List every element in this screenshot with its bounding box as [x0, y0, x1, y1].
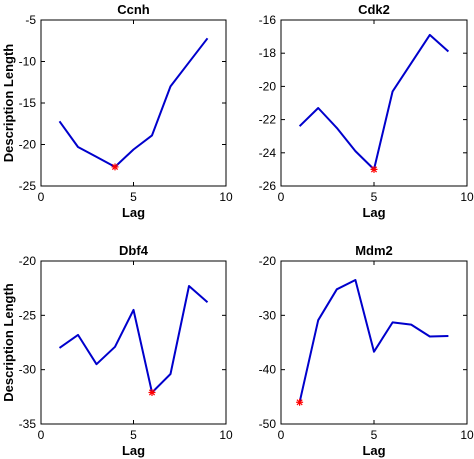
- chart-panel-2: 0 5 10 -35 -30 -25 -20 Dbf4 Lag Description Lengt…: [1, 243, 233, 458]
- x-axis-label: Lag: [362, 205, 385, 220]
- y-tick-label: -25: [19, 308, 37, 322]
- y-tick-label: -18: [259, 46, 277, 60]
- chart-panel-3: 0 5 10 -50 -40 -30 -20 Mdm2 Lag: [259, 243, 474, 458]
- y-tick-label: -15: [19, 96, 37, 110]
- minimum-marker: [370, 165, 378, 173]
- panel-title: Mdm2: [355, 243, 393, 258]
- x-tick-label: 5: [371, 428, 378, 442]
- plot-frame: [40, 260, 227, 425]
- chart-panel-1: 0 5 10 -26 -24 -22 -20 -18 -16 Cdk2 Lag: [259, 2, 474, 220]
- x-tick-label: 0: [38, 428, 45, 442]
- minimum-marker: [111, 163, 119, 171]
- y-tick-label: -20: [19, 138, 37, 152]
- x-tick-label: 5: [130, 190, 137, 204]
- x-tick-label: 5: [130, 428, 137, 442]
- x-tick-label: 5: [371, 190, 378, 204]
- y-tick-label: -30: [259, 308, 277, 322]
- x-tick-label: 0: [38, 190, 45, 204]
- panel-title: Cdk2: [358, 2, 390, 17]
- y-tick-label: -25: [19, 179, 37, 193]
- marker-stroke: [370, 166, 378, 173]
- marker-stroke: [148, 389, 156, 396]
- minimum-marker: [148, 388, 156, 396]
- chart-panel-0: 0 5 10 -25 -20 -15 -10 -5 Ccnh Lag Description Len…: [1, 2, 233, 220]
- y-tick-label: -20: [259, 254, 277, 268]
- y-tick-label: -16: [259, 13, 277, 27]
- x-tick-label: 10: [219, 428, 233, 442]
- y-tick-label: -30: [19, 363, 37, 377]
- marker-stroke: [111, 163, 119, 170]
- x-axis-label: Lag: [362, 443, 385, 458]
- plot-frame: [40, 19, 227, 187]
- y-axis-label: Description Length: [1, 283, 16, 402]
- x-tick-label: 10: [219, 190, 233, 204]
- x-tick-label: 0: [278, 190, 285, 204]
- x-tick-label: 10: [460, 190, 474, 204]
- x-axis-label: Lag: [122, 443, 145, 458]
- y-tick-label: -50: [259, 417, 277, 431]
- panel-title: Dbf4: [119, 243, 149, 258]
- x-tick-label: 0: [278, 428, 285, 442]
- series-line-0: [298, 279, 449, 403]
- plot-frame: [280, 19, 468, 187]
- y-axis-label: Description Length: [1, 44, 16, 163]
- series-line-0: [58, 285, 209, 394]
- y-tick-label: -24: [259, 146, 277, 160]
- y-tick-label: -5: [25, 13, 36, 27]
- y-tick-label: -40: [259, 363, 277, 377]
- marker-stroke: [296, 399, 303, 406]
- y-tick-label: -35: [19, 417, 37, 431]
- y-tick-label: -22: [259, 113, 277, 127]
- y-tick-label: -10: [19, 55, 37, 69]
- plot-frame: [280, 260, 468, 425]
- y-tick-label: -26: [259, 179, 277, 193]
- panel-title: Ccnh: [117, 2, 150, 17]
- series-line-0: [58, 37, 209, 168]
- x-axis-label: Lag: [122, 205, 145, 220]
- minimum-marker: [296, 398, 304, 406]
- x-tick-label: 10: [460, 428, 474, 442]
- y-tick-label: -20: [19, 254, 37, 268]
- y-tick-label: -20: [259, 79, 277, 93]
